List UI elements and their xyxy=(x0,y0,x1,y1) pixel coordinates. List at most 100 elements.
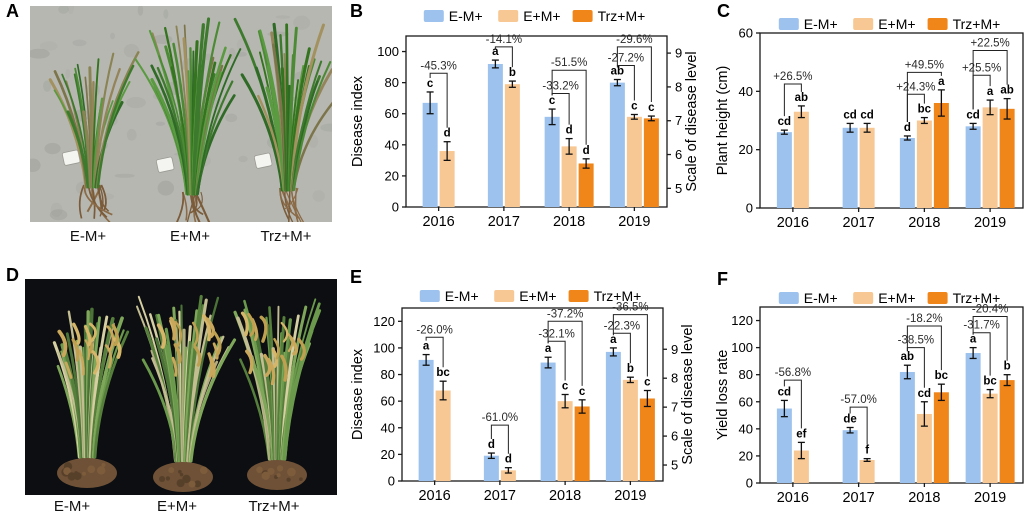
y-tick-label: 80 xyxy=(385,75,399,90)
legend-swatch-E+M+ xyxy=(853,18,874,30)
bar-chart-svg: E-M+ E+M+ Trz+M+ 0 20 40 60 80 100 120 5 6 7 8 9 2016 20… xyxy=(350,288,696,504)
leaf-blade xyxy=(66,110,90,189)
percent-change-label: -26.0% xyxy=(416,324,452,336)
legend-swatch-E-M+ xyxy=(423,10,444,22)
right-tick-label: 5 xyxy=(675,181,682,196)
concrete-speckle xyxy=(50,202,63,218)
y-tick-label: 40 xyxy=(739,421,753,436)
comparison-bracket xyxy=(616,65,635,101)
percent-change-label: +49.5% xyxy=(905,59,944,71)
soil-texture xyxy=(63,467,71,475)
significance-letter: d xyxy=(904,122,911,134)
bar-E+M+-2018 xyxy=(557,401,573,481)
y-tick-label: 120 xyxy=(373,314,395,329)
panicle xyxy=(205,317,216,339)
root xyxy=(98,184,104,217)
panicle xyxy=(88,322,97,343)
panicle xyxy=(245,349,254,375)
mature-rice-image xyxy=(25,279,337,495)
bar-E-M+-2018 xyxy=(899,371,915,483)
photo-d-caption-2: E+M+ xyxy=(156,498,198,515)
legend-label: Trz+M+ xyxy=(953,290,1001,306)
panel-d-label: D xyxy=(6,265,19,285)
comparison-bracket xyxy=(783,379,802,429)
photo-a-caption-1: E-M+ xyxy=(69,228,107,245)
x-tick-label: 2018 xyxy=(553,214,585,230)
panicle xyxy=(193,345,202,367)
bar-E-M+-2016 xyxy=(776,408,792,483)
panicle xyxy=(78,349,85,376)
panicle xyxy=(202,314,212,342)
percent-change-label: -18.2% xyxy=(906,313,942,325)
bar-E+M+-2016 xyxy=(435,390,451,481)
stem xyxy=(189,338,237,463)
significance-letter: ef xyxy=(796,428,806,440)
soil-texture xyxy=(87,465,96,474)
bar-E+M+-2019 xyxy=(622,379,638,481)
significance-letter: bc xyxy=(918,104,932,116)
photo-panel-a xyxy=(30,6,332,222)
significance-letter: ab xyxy=(795,92,808,104)
leaf-blade xyxy=(292,61,332,192)
percent-change-label: +24.3% xyxy=(896,81,935,93)
bar-E-M+-2016 xyxy=(776,132,792,208)
bar-E-M+-2016 xyxy=(422,102,438,207)
x-tick-label: 2017 xyxy=(488,214,520,230)
soil-texture xyxy=(101,463,106,468)
y-tick-label: 40 xyxy=(381,420,395,435)
bar-Trz+M+-2018 xyxy=(578,163,594,207)
concrete-speckle xyxy=(320,123,332,132)
axes-group: 0 20 40 60 80 100 5 6 7 8 9 2016 2017 2018 2019 xyxy=(377,44,682,230)
legend-swatch-E-M+ xyxy=(778,292,799,304)
significance-letter: d xyxy=(505,454,512,466)
soil-texture xyxy=(179,472,184,477)
concrete-speckle xyxy=(110,32,115,40)
bar-E+M+-2017 xyxy=(504,84,520,207)
x-tick-label: 2019 xyxy=(618,214,650,230)
panel-e-label: E xyxy=(350,267,363,287)
bar-E-M+-2018 xyxy=(540,362,556,481)
bar-E-M+-2017 xyxy=(842,127,858,208)
bar-E+M+-2016 xyxy=(793,450,809,483)
concrete-speckle xyxy=(225,113,238,123)
significance-letter: b xyxy=(509,67,516,79)
panicle xyxy=(259,315,268,343)
plant-tag xyxy=(253,152,273,169)
soil-texture xyxy=(168,467,175,474)
significance-letter: ab xyxy=(1000,85,1013,97)
significance-letter: cd xyxy=(860,109,873,121)
x-tick-label: 2017 xyxy=(842,215,874,231)
panicle xyxy=(104,344,113,369)
significance-letter: ab xyxy=(901,351,914,363)
y-tick-label: 60 xyxy=(385,106,399,121)
leaf-blade xyxy=(96,64,135,189)
root xyxy=(279,187,301,220)
soil-texture xyxy=(176,479,185,488)
significance-letter: d xyxy=(566,125,573,137)
bar-E+M+-2019 xyxy=(982,393,998,483)
soil-texture xyxy=(299,477,303,482)
plot-frame xyxy=(759,32,1024,209)
bar-E+M+-2017 xyxy=(859,459,875,483)
soil-texture xyxy=(286,477,291,482)
bar-E+M+-2016 xyxy=(439,151,455,207)
y-tick-label: 20 xyxy=(739,448,753,463)
panicle xyxy=(174,320,183,347)
comparison-bracket xyxy=(972,315,1008,361)
bar-E-M+-2017 xyxy=(483,455,499,481)
concrete-speckle xyxy=(312,190,325,202)
mature-clump-3 xyxy=(233,298,322,490)
significance-letter: a xyxy=(610,334,617,346)
y-tick-label: 100 xyxy=(373,340,395,355)
legend-swatch-Trz+M+ xyxy=(572,10,593,22)
x-tick-label: 2018 xyxy=(549,488,581,504)
y-axis-title: Disease index xyxy=(350,348,366,440)
bar-Trz+M+-2018 xyxy=(574,406,590,481)
legend-swatch-E+M+ xyxy=(494,290,515,302)
soil-texture xyxy=(199,466,208,475)
significance-letter: c xyxy=(648,102,655,114)
chart-yield-loss-rate: E-M+ E+M+ Trz+M+ 0 20 40 60 80 100 120 2016 2017 201… xyxy=(710,258,1024,518)
right-tick-label: 7 xyxy=(671,400,678,415)
rice-seedlings-image xyxy=(30,6,332,222)
